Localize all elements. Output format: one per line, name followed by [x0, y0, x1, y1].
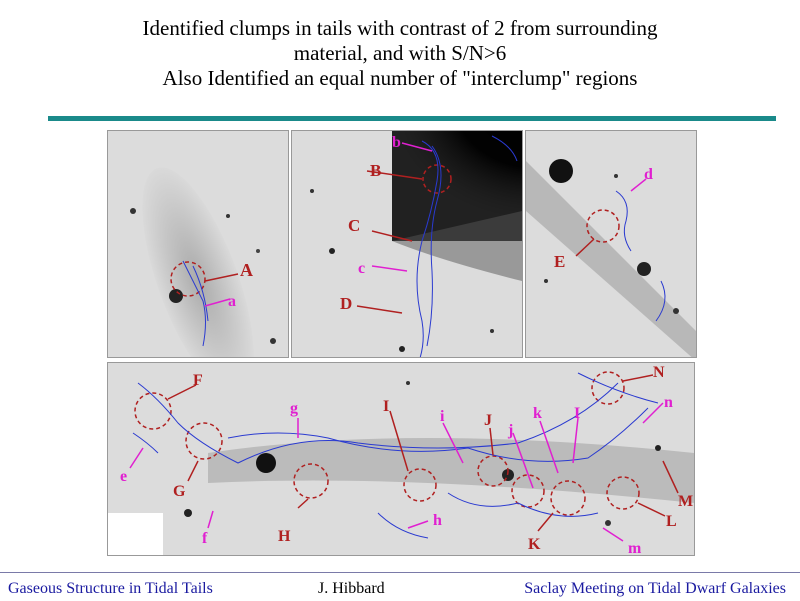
label-e: e [120, 468, 127, 485]
label-n: n [664, 394, 673, 411]
title-line-3: Also Identified an equal number of "inte… [162, 66, 638, 90]
title-line-1: Identified clumps in tails with contrast… [142, 16, 658, 40]
image-panel-top-left: A a [107, 130, 289, 358]
panel-top-left-graphic: A a [108, 131, 288, 357]
label-I-lower: I [383, 398, 389, 415]
label-N: N [653, 364, 665, 381]
footer-left-text: Gaseous Structure in Tidal Tails [8, 580, 213, 597]
label-f: f [202, 530, 208, 547]
label-i: i [440, 408, 445, 425]
label-E: E [554, 252, 565, 271]
panel-bottom-graphic: F e G f g H I i h J j k K I N n M L m [108, 363, 694, 555]
label-H: H [278, 528, 291, 545]
label-b: b [392, 134, 401, 151]
label-g: g [290, 400, 298, 417]
label-j: j [507, 422, 513, 439]
label-M: M [678, 493, 693, 510]
label-a: a [228, 293, 236, 310]
label-l: I [574, 405, 580, 422]
footer-right-text: Saclay Meeting on Tidal Dwarf Galaxies [524, 580, 786, 597]
label-K: K [528, 536, 541, 553]
label-G: G [173, 483, 186, 500]
label-h: h [433, 512, 442, 529]
label-c: c [358, 260, 365, 277]
title-line-2: material, and with S/N>6 [293, 41, 507, 65]
label-F: F [193, 372, 203, 389]
label-d: d [644, 166, 653, 183]
panel-top-middle-graphic: b B C c D [292, 131, 522, 357]
label-k: k [533, 405, 542, 422]
label-B: B [370, 161, 381, 180]
label-A: A [240, 260, 253, 280]
title-divider [48, 116, 776, 121]
label-C: C [348, 216, 360, 235]
image-panel-top-right: d E [525, 130, 697, 358]
panel-top-right-graphic: d E [526, 131, 696, 357]
label-m: m [628, 540, 642, 555]
image-panel-top-middle: b B C c D [291, 130, 523, 358]
label-L: L [666, 513, 677, 530]
slide-footer: Gaseous Structure in Tidal Tails J. Hibb… [0, 572, 800, 601]
label-J: J [484, 412, 492, 429]
footer-author: J. Hibbard [318, 580, 385, 597]
label-D: D [340, 294, 352, 313]
image-panel-bottom: F e G f g H I i h J j k K I N n M L m [107, 362, 695, 556]
slide-title: Identified clumps in tails with contrast… [0, 16, 800, 91]
